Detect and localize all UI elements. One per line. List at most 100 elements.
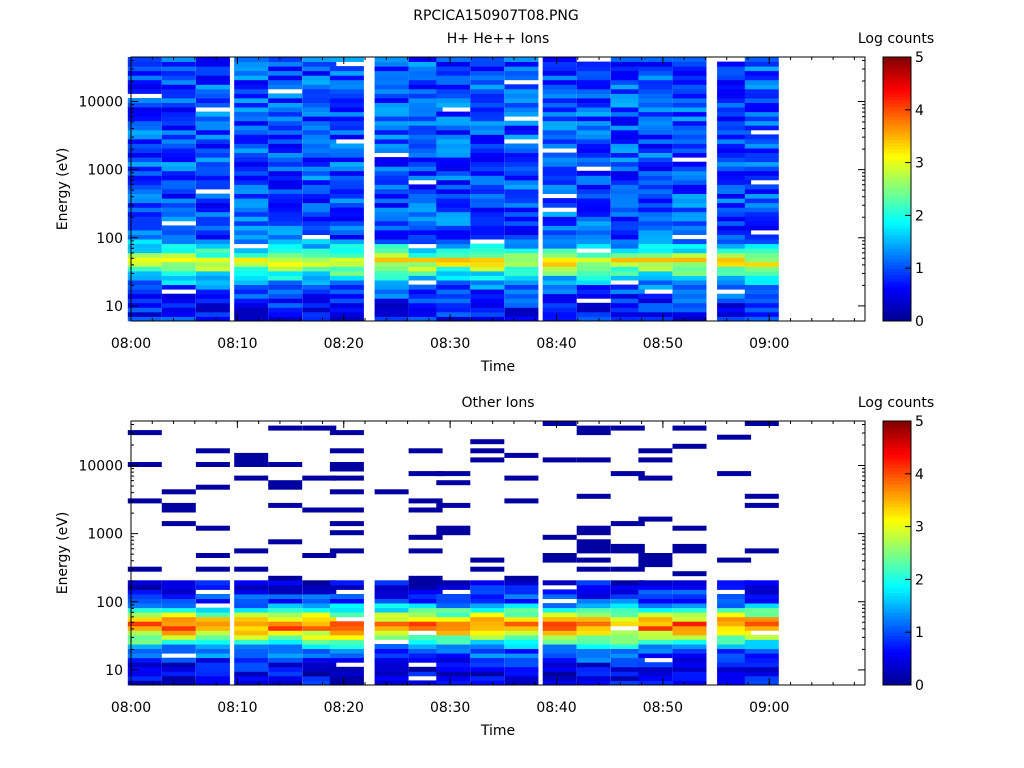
- heatmap-cell: [744, 307, 779, 313]
- heatmap-cell: [610, 316, 645, 322]
- heatmap-cell: [744, 644, 779, 649]
- heatmap-cell: [302, 138, 337, 144]
- heatmap-cell: [329, 603, 364, 609]
- colorbar-segment: [883, 642, 911, 646]
- heatmap-cell: [195, 307, 230, 313]
- heatmap-cell: [436, 471, 471, 477]
- heatmap-cell: [408, 266, 443, 272]
- heatmap-cell: [374, 598, 409, 604]
- heatmap-cell: [744, 189, 779, 194]
- heatmap-cell: [504, 307, 539, 313]
- heatmap-cell: [576, 457, 611, 463]
- heatmap-cell: [161, 316, 196, 322]
- heatmap-cell: [302, 66, 337, 72]
- heatmap-cell: [610, 521, 645, 527]
- heatmap-cell: [374, 630, 409, 636]
- heatmap-cell: [302, 594, 337, 599]
- heatmap-cell: [268, 84, 303, 90]
- heatmap-cell: [470, 202, 505, 208]
- heatmap-cell: [436, 61, 471, 67]
- colorbar-segment: [883, 437, 911, 442]
- heatmap-cell: [127, 98, 162, 103]
- heatmap-cell: [374, 621, 409, 627]
- x-tick-label: 08:30: [430, 700, 470, 716]
- heatmap-cell: [717, 134, 752, 140]
- heatmap-cell: [672, 662, 707, 668]
- heatmap-cell: [329, 79, 364, 85]
- heatmap-cell: [542, 557, 577, 563]
- heatmap-cell: [195, 553, 230, 558]
- x-axis-label: Time: [480, 723, 515, 739]
- heatmap-cell: [470, 57, 505, 62]
- heatmap-cell: [302, 84, 337, 90]
- heatmap-cell: [195, 166, 230, 172]
- heatmap-cell: [329, 152, 364, 158]
- heatmap-cell: [408, 603, 443, 609]
- heatmap-cell: [542, 189, 577, 194]
- heatmap-cell: [161, 680, 196, 686]
- colorbar-segment: [883, 543, 911, 547]
- heatmap-cell: [744, 138, 779, 144]
- heatmap-cell: [127, 111, 162, 117]
- heatmap-cell: [436, 198, 471, 204]
- y-tick-label: 10: [105, 663, 123, 679]
- heatmap-cell: [302, 93, 337, 99]
- heatmap-cell: [127, 57, 162, 62]
- colorbar-segment: [883, 566, 911, 570]
- heatmap-cell: [302, 630, 337, 636]
- heatmap-cell: [504, 289, 539, 295]
- heatmap-cell: [127, 657, 162, 663]
- heatmap-cell: [268, 575, 303, 581]
- heatmap-cell: [542, 311, 577, 317]
- colorbar-segment: [883, 457, 911, 462]
- heatmap-cell: [542, 421, 577, 426]
- heatmap-cell: [717, 70, 752, 76]
- colorbar-segment: [883, 307, 911, 312]
- heatmap-cell: [542, 634, 577, 640]
- heatmap-cell: [127, 102, 162, 108]
- heatmap-cell: [234, 211, 269, 217]
- heatmap-cell: [576, 603, 611, 609]
- heatmap-cell: [610, 220, 645, 226]
- heatmap-cell: [717, 594, 752, 599]
- heatmap-cell: [302, 644, 337, 649]
- heatmap-cell: [638, 298, 673, 304]
- heatmap-cell: [744, 316, 779, 322]
- heatmap-cell: [374, 594, 409, 599]
- heatmap-cell: [161, 257, 196, 263]
- heatmap-cell: [504, 621, 539, 627]
- heatmap-cell: [127, 316, 162, 322]
- colorbar-segment: [883, 235, 911, 239]
- heatmap-cell: [672, 257, 707, 263]
- colorbar-segment: [883, 625, 911, 630]
- heatmap-cell: [268, 107, 303, 113]
- heatmap-cell: [329, 280, 364, 285]
- heatmap-cell: [470, 75, 505, 81]
- heatmap-cell: [717, 152, 752, 158]
- colorbar-segment: [883, 638, 911, 643]
- heatmap-cell: [234, 662, 269, 668]
- heatmap-cell: [329, 639, 364, 645]
- heatmap-cell: [268, 239, 303, 245]
- heatmap-cell: [504, 589, 539, 595]
- heatmap-cell: [195, 621, 230, 627]
- heatmap-cell: [470, 102, 505, 108]
- heatmap-cell: [127, 257, 162, 263]
- heatmap-cell: [470, 293, 505, 299]
- x-tick-label: 08:40: [536, 700, 576, 716]
- heatmap-cell: [195, 680, 230, 686]
- heatmap-cell: [195, 525, 230, 531]
- heatmap-cell: [672, 270, 707, 276]
- heatmap-cell: [127, 198, 162, 204]
- heatmap-cell: [127, 152, 162, 158]
- heatmap-cell: [127, 630, 162, 636]
- heatmap-cell: [329, 298, 364, 304]
- heatmap-cell: [127, 211, 162, 217]
- heatmap-cell: [610, 88, 645, 94]
- heatmap-cell: [302, 79, 337, 85]
- heatmap-cell: [576, 430, 611, 436]
- heatmap-cell: [436, 220, 471, 226]
- colorbar-segment: [883, 169, 911, 173]
- heatmap-cell: [127, 675, 162, 681]
- heatmap-cell: [744, 598, 779, 604]
